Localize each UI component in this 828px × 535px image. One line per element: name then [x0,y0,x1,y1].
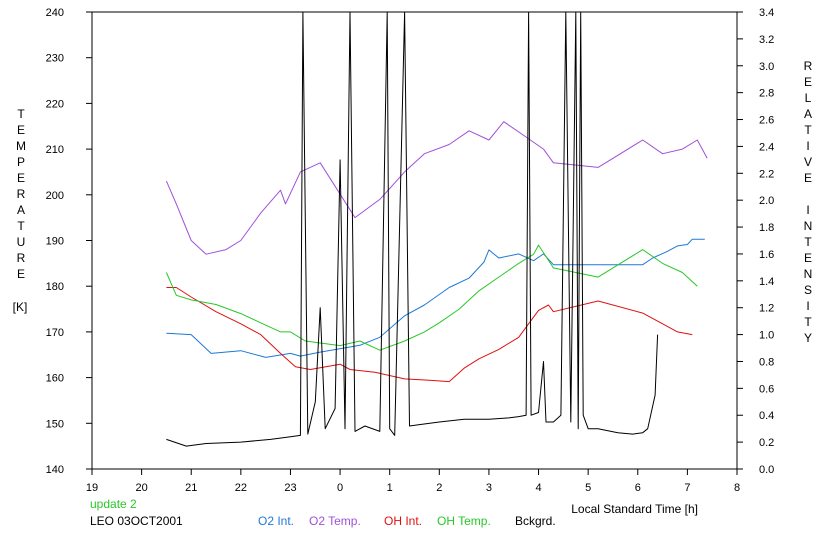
legend-o2-temp: O2 Temp. [309,514,361,528]
x-tick-label: 7 [684,482,690,494]
y-right-label-char: N [804,219,813,233]
y-right-tick-label: 2.2 [759,168,774,180]
y-right-label-char: A [804,107,812,121]
y-left-label-char: R [17,251,26,265]
y-left-label-char: E [17,171,25,185]
y-right-tick-label: 0.8 [759,356,774,368]
x-tick-label: 2 [436,482,442,494]
y-right-label-char: T [804,123,812,137]
y-left-tick-label: 220 [46,98,64,110]
y-left-label-char: T [17,107,25,121]
y-right-tick-label: 1.4 [759,276,774,288]
x-tick-label: 19 [86,482,98,494]
x-tick-label: 3 [486,482,492,494]
y-right-label-char: I [806,299,809,313]
x-axis-label: Local Standard Time [h] [571,502,698,516]
y-left-tick-label: 230 [46,53,64,65]
y-left-label-char: U [17,235,26,249]
plot-frame [91,11,738,470]
y-left-tick-label: 180 [46,281,64,293]
y-left-label-char: M [16,139,26,153]
y-right-label-char: Y [804,331,812,345]
y-right-tick-label: 1.8 [759,222,774,234]
y-left-unit-label: [K] [13,300,28,314]
y-left-tick-label: 210 [46,144,64,156]
x-tick-label: 22 [235,482,247,494]
y-left-tick-label: 240 [46,7,64,19]
y-right-tick-label: 0.0 [759,464,774,476]
y-right-tick-label: 3.2 [759,34,774,46]
y-right-label-char: E [804,75,812,89]
legend-bckgrd: Bckgrd. [515,514,556,528]
y-right-tick-label: 1.6 [759,249,774,261]
y-right-label-char: I [806,203,809,217]
y-left-label-char: E [17,123,25,137]
y-right-tick-label: 0.2 [759,437,774,449]
y-left-label-char: E [17,267,25,281]
y-right-tick-label: 3.4 [759,7,774,19]
y-left-tick-label: 190 [46,236,64,248]
y-left-label-char: R [17,187,26,201]
y-right-tick-label: 2.0 [759,195,774,207]
y-right-label-char: I [806,139,809,153]
x-tick-label: 5 [585,482,591,494]
y-right-tick-label: 0.6 [759,383,774,395]
y-left-label-char: A [17,203,25,217]
y-left-tick-label: 140 [46,464,64,476]
y-left-label-char: T [17,219,25,233]
y-right-tick-label: 0.4 [759,410,774,422]
series-line-oh-temp [165,244,698,351]
y-right-label-char: E [804,251,812,265]
legend-oh-int: OH Int. [384,514,423,528]
x-tick-label: 6 [635,482,641,494]
y-right-label-char: L [805,91,812,105]
x-tick-label: 1 [387,482,393,494]
y-right-tick-label: 1.2 [759,303,774,315]
x-tick-label: 0 [337,482,343,494]
y-right-label-char: V [804,155,812,169]
x-tick-label: 4 [535,482,541,494]
y-left-tick-label: 200 [46,190,64,202]
x-tick-label: 20 [135,482,147,494]
axes-layer: 19 20 21 22 23 0 1 2 3 4 5 6 7 8140150160170180190200… [13,7,813,516]
series-line-oh-int [166,287,693,383]
station-date-label: LEO 03OCT2001 [90,514,183,528]
x-tick-label: 8 [734,482,740,494]
y-right-tick-label: 2.6 [759,115,774,127]
y-left-label-char: P [17,155,25,169]
y-left-tick-label: 160 [46,373,64,385]
y-right-label-char: S [804,283,812,297]
legend-oh-temp: OH Temp. [437,514,491,528]
y-left-tick-label: 150 [46,418,64,430]
y-right-tick-label: 3.0 [759,61,774,73]
y-right-tick-label: 2.8 [759,88,774,100]
series-line-bckgrd [166,11,659,447]
legend-o2-int: O2 Int. [258,514,295,528]
series-line-o2-temp [165,121,708,255]
y-left-tick-label: 170 [46,327,64,339]
series-layer [165,11,708,447]
y-right-label-char: R [804,59,813,73]
y-right-label-char: N [804,267,813,281]
y-right-label-char: E [804,171,812,185]
series-line-o2-int [166,238,705,358]
y-right-label-char: T [804,315,812,329]
x-tick-label: 23 [284,482,296,494]
update-label: update 2 [90,497,137,511]
y-right-tick-label: 2.4 [759,141,774,153]
y-right-label-char: T [804,235,812,249]
y-right-tick-label: 1.0 [759,330,774,342]
x-tick-label: 21 [185,482,197,494]
